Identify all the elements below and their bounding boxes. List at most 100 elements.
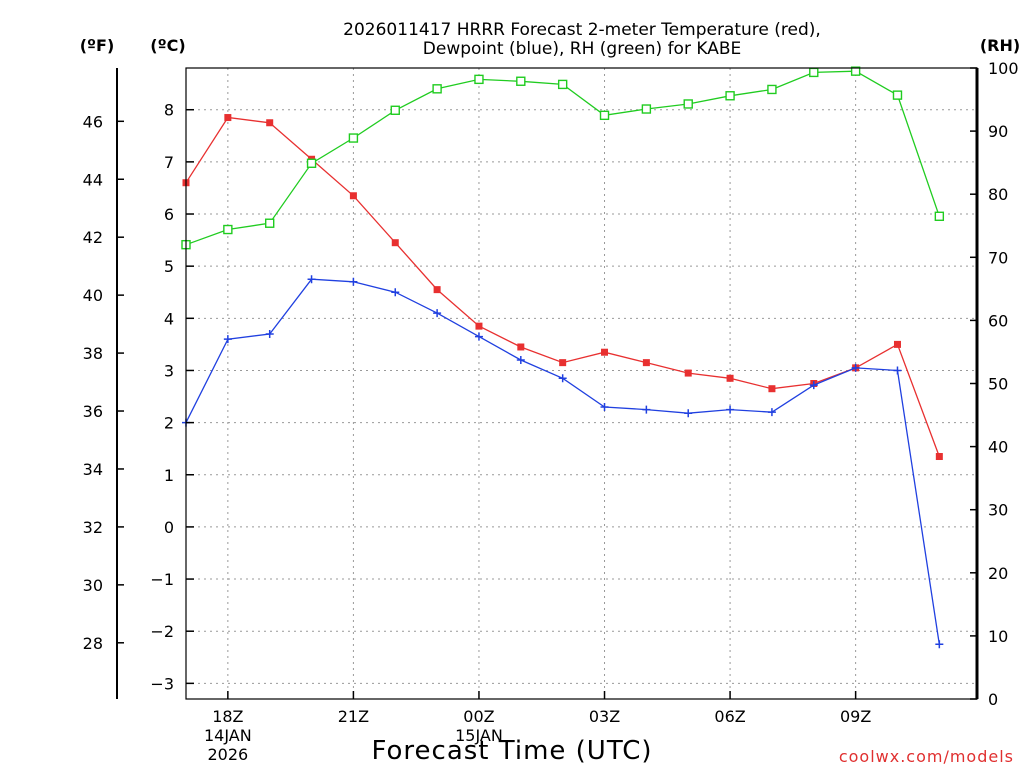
rh-point: [390, 105, 400, 115]
x-tick-label: 09Z: [840, 707, 871, 726]
rh-tick-label: 20: [988, 564, 1008, 583]
temperature-point: [768, 385, 776, 393]
rh-point: [474, 74, 484, 85]
temperature-point: [684, 369, 692, 377]
rh-point: [516, 76, 526, 86]
grid-lines: [186, 68, 977, 699]
rh-point: [641, 104, 652, 114]
rh-point: [265, 218, 275, 228]
dewpoint-point: [558, 374, 567, 383]
x-tick-date: 15JAN: [455, 726, 503, 745]
celsius-tick-label: 6: [164, 205, 174, 224]
fahrenheit-tick-label: 44: [83, 170, 103, 189]
plot-frame: [185, 67, 978, 700]
fahrenheit-tick-label: 46: [83, 112, 103, 131]
dewpoint-point: [935, 640, 944, 649]
celsius-tick-label: −2: [150, 622, 174, 641]
dewpoint-point: [516, 356, 525, 365]
temperature-point: [224, 114, 232, 122]
rh-point: [348, 133, 359, 143]
series-layer: [181, 66, 945, 649]
rh-tick-label: 0: [988, 690, 998, 709]
rh-point: [683, 99, 693, 109]
dewpoint-point: [391, 288, 400, 297]
rh-line: [185, 70, 940, 246]
dewpoint-point: [223, 335, 232, 344]
temperature-line: [185, 116, 940, 457]
fahrenheit-tick-label: 38: [83, 344, 103, 363]
celsius-tick-label: 7: [164, 153, 174, 172]
fahrenheit-tick-label: 34: [83, 460, 103, 479]
rh-tick-label: 50: [988, 375, 1008, 394]
x-tick-label: 18Z: [212, 707, 243, 726]
celsius-tick-label: −1: [150, 570, 174, 589]
dewpoint-point: [307, 275, 316, 284]
rh-point: [850, 66, 861, 76]
temperature-point: [893, 340, 901, 348]
rh-tick-label: 60: [988, 311, 1008, 330]
celsius-tick-label: 4: [164, 309, 174, 328]
dewpoint-point: [893, 366, 902, 375]
dewpoint-point: [474, 332, 483, 341]
rh-point: [557, 79, 568, 90]
dewpoint-point: [809, 381, 818, 390]
fahrenheit-unit-label: (ºF): [80, 36, 115, 55]
temperature-point: [433, 286, 441, 294]
celsius-unit-label: (ºC): [150, 36, 185, 55]
dewpoint-point: [684, 409, 693, 418]
fahrenheit-tick-label: 32: [83, 518, 103, 537]
credit-label: coolwx.com/models: [839, 747, 1014, 766]
chart-title-line-1: 2026011417 HRRR Forecast 2-meter Tempera…: [343, 20, 821, 40]
dewpoint-point: [600, 402, 609, 411]
celsius-tick-label: 8: [164, 101, 174, 120]
celsius-tick-label: 0: [164, 518, 174, 537]
rh-tick-label: 10: [988, 627, 1008, 646]
celsius-tick-label: 2: [164, 414, 174, 433]
rh-tick-label: 40: [988, 438, 1008, 457]
x-tick-label: 00Z: [463, 707, 494, 726]
celsius-tick-label: 5: [164, 257, 174, 276]
rh-tick-label: 90: [988, 122, 1008, 141]
rh-point: [223, 224, 233, 235]
rh-point: [306, 158, 317, 168]
rh-tick-label: 100: [988, 59, 1019, 78]
celsius-tick-label: −3: [150, 674, 174, 693]
temperature-point: [266, 119, 274, 127]
rh-point: [767, 84, 777, 95]
fahrenheit-tick-label: 40: [83, 286, 103, 305]
temperature-point: [935, 453, 943, 461]
temperature-point: [601, 348, 609, 356]
dewpoint-point: [726, 405, 735, 414]
celsius-tick-label: 1: [164, 466, 174, 485]
dewpoint-line: [185, 278, 940, 645]
fahrenheit-tick-label: 30: [83, 576, 103, 595]
dewpoint-point: [433, 309, 442, 318]
dewpoint-point: [851, 363, 860, 372]
dewpoint-point: [642, 405, 651, 414]
dewpoint-point: [767, 408, 776, 417]
fahrenheit-tick-label: 42: [83, 228, 103, 247]
temperature-point: [559, 359, 567, 367]
rh-point: [892, 90, 903, 100]
fahrenheit-tick-label: 36: [83, 402, 103, 421]
dewpoint-point: [265, 329, 274, 338]
rh-tick-label: 70: [988, 248, 1008, 267]
rh-point: [725, 91, 735, 101]
temperature-point: [726, 374, 734, 382]
rh-point: [432, 84, 442, 94]
rh-unit-label: (RH): [980, 36, 1020, 55]
rh-point: [934, 211, 945, 221]
temperature-point: [391, 239, 399, 247]
temperature-point: [517, 343, 525, 351]
x-tick-label: 21Z: [338, 707, 369, 726]
x-tick-year: 2026: [207, 745, 248, 764]
rh-tick-label: 30: [988, 501, 1008, 520]
rh-tick-label: 80: [988, 185, 1008, 204]
temperature-point: [475, 322, 483, 330]
x-tick-label: 06Z: [714, 707, 745, 726]
dewpoint-point: [349, 277, 358, 286]
chart-title-line-2: Dewpoint (blue), RH (green) for KABE: [423, 39, 741, 59]
rh-point: [599, 110, 610, 121]
